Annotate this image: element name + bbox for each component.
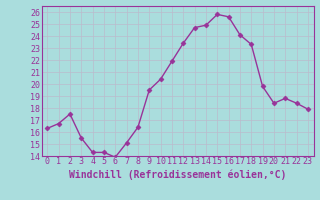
X-axis label: Windchill (Refroidissement éolien,°C): Windchill (Refroidissement éolien,°C) [69,169,286,180]
